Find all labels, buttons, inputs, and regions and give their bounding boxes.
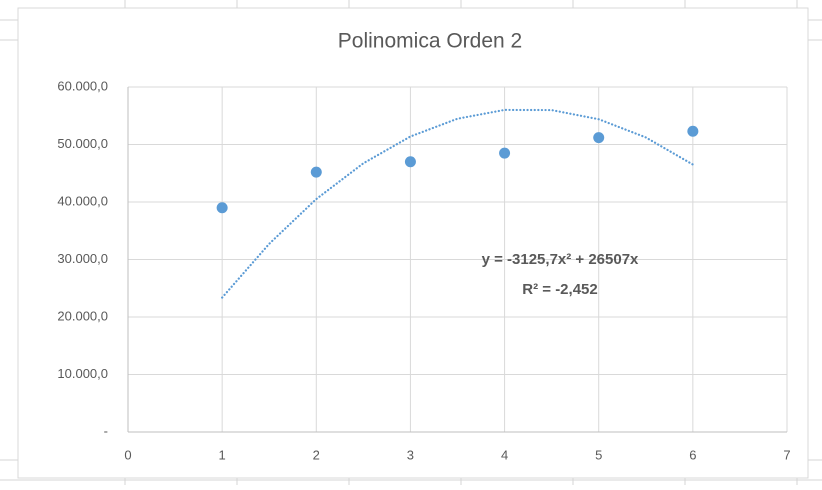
point bbox=[687, 125, 699, 137]
point bbox=[310, 166, 322, 178]
plot: - 10.000,0 20.000,0 30.000,0 40.000,0 50.000,… bbox=[57, 78, 790, 462]
x-tick-label: 0 bbox=[124, 447, 131, 462]
y-tick-label: 10.000,0 bbox=[57, 366, 108, 381]
x-tick-label: 2 bbox=[313, 447, 320, 462]
y-tick-label: 40.000,0 bbox=[57, 193, 108, 208]
point bbox=[593, 132, 605, 144]
x-tick-label: 1 bbox=[219, 447, 226, 462]
y-tick-label: 50.000,0 bbox=[57, 136, 108, 151]
y-tick-label: 20.000,0 bbox=[57, 308, 108, 323]
point bbox=[216, 202, 228, 214]
y-tick-label: 60.000,0 bbox=[57, 78, 108, 93]
trendline-equation: y = -3125,7x² + 26507x bbox=[482, 251, 639, 268]
x-tick-label: 5 bbox=[595, 447, 602, 462]
trendline bbox=[221, 108, 694, 299]
point bbox=[499, 147, 511, 159]
trendline-r2: R² = -2,452 bbox=[522, 281, 597, 298]
x-tick-label: 4 bbox=[501, 447, 508, 462]
y-tick-label: 30.000,0 bbox=[57, 251, 108, 266]
point bbox=[404, 156, 416, 168]
y-tick-label: - bbox=[104, 423, 108, 438]
chart-title: Polinomica Orden 2 bbox=[338, 30, 522, 53]
x-tick-label: 6 bbox=[689, 447, 696, 462]
x-tick-label: 3 bbox=[407, 447, 414, 462]
x-tick-label: 7 bbox=[783, 447, 790, 462]
chart-area bbox=[17, 7, 809, 479]
